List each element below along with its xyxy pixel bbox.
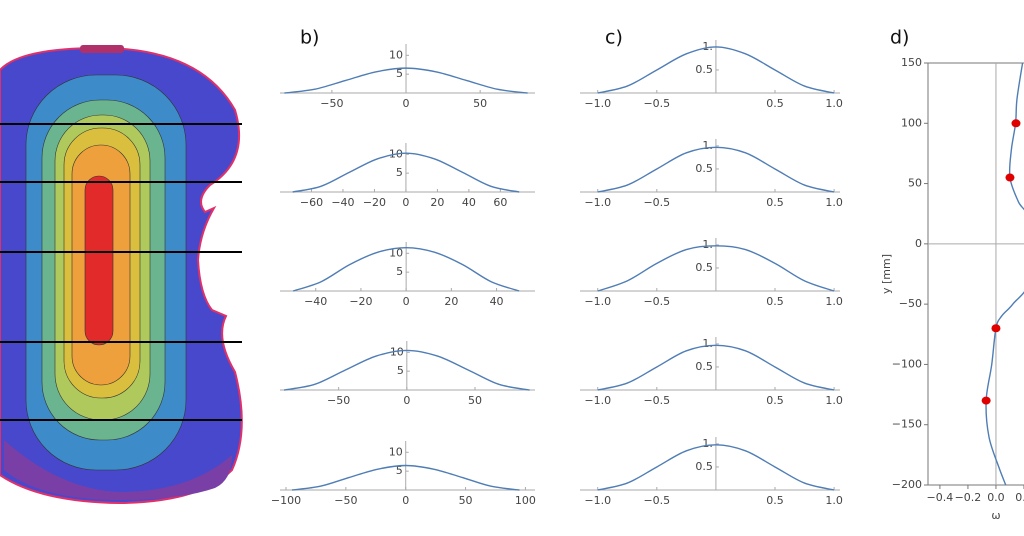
y-tick-label: −50 bbox=[899, 297, 922, 310]
curve bbox=[292, 152, 520, 193]
point bbox=[1011, 119, 1021, 128]
x-tick-label: −0.5 bbox=[643, 97, 670, 110]
x-tick-label: −40 bbox=[304, 295, 327, 308]
y-tick-label: 1. bbox=[702, 337, 713, 350]
y-tick-label: 0.5 bbox=[695, 162, 713, 175]
point bbox=[1005, 173, 1015, 182]
x-tick-label: −0.5 bbox=[643, 394, 670, 407]
x-tick-label: 20 bbox=[444, 295, 458, 308]
x-tick-label: −0.2 bbox=[955, 491, 982, 504]
panel-label: c) bbox=[605, 27, 623, 49]
y-tick-label: 50 bbox=[908, 177, 922, 190]
x-tick-label: 0 bbox=[402, 494, 409, 507]
x-tick-label: −1.0 bbox=[584, 394, 611, 407]
x-tick-label: 1.0 bbox=[825, 494, 843, 507]
x-tick-label: 40 bbox=[462, 196, 476, 209]
x-tick-label: 40 bbox=[490, 295, 504, 308]
panel-label: b) bbox=[300, 27, 319, 49]
curve bbox=[597, 245, 835, 292]
y-tick-label: 0.5 bbox=[695, 261, 713, 274]
x-tick-label: 100 bbox=[515, 494, 536, 507]
x-tick-label: −50 bbox=[327, 394, 350, 407]
violin-lower-region bbox=[4, 440, 232, 500]
y-tick-label: 0 bbox=[915, 237, 922, 250]
y-tick-label: 150 bbox=[901, 56, 922, 69]
x-tick-label: 60 bbox=[493, 196, 507, 209]
x-tick-label: 50 bbox=[468, 394, 482, 407]
x-tick-label: −50 bbox=[334, 494, 357, 507]
y-tick-label: 0.5 bbox=[695, 360, 713, 373]
x-tick-label: −1.0 bbox=[584, 97, 611, 110]
curve bbox=[292, 246, 520, 292]
y-tick-label: 1. bbox=[702, 40, 713, 53]
x-tick-label: 0.0 bbox=[987, 491, 1005, 504]
y-tick-label: 1. bbox=[702, 139, 713, 152]
x-tick-label: −40 bbox=[331, 196, 354, 209]
x-axis-label: ω bbox=[991, 509, 1000, 522]
x-tick-label: −1.0 bbox=[584, 295, 611, 308]
curve bbox=[291, 464, 520, 491]
curve bbox=[284, 67, 528, 94]
y-tick-label: 5 bbox=[397, 364, 404, 377]
x-tick-label: 0 bbox=[403, 295, 410, 308]
panel-label: d) bbox=[890, 27, 909, 49]
x-tick-label: 1.0 bbox=[825, 394, 843, 407]
x-tick-label: −1.0 bbox=[584, 494, 611, 507]
y-tick-label: 1. bbox=[702, 437, 713, 450]
y-tick-label: 5 bbox=[396, 265, 403, 278]
x-tick-label: 0 bbox=[403, 394, 410, 407]
y-tick-label: 0.5 bbox=[695, 63, 713, 76]
x-tick-label: 50 bbox=[473, 97, 487, 110]
x-tick-label: 0.5 bbox=[766, 196, 784, 209]
x-tick-label: −1.0 bbox=[584, 196, 611, 209]
curve bbox=[597, 444, 835, 491]
x-tick-label: 1.0 bbox=[825, 295, 843, 308]
x-tick-label: 0.5 bbox=[766, 295, 784, 308]
x-tick-label: 0 bbox=[403, 97, 410, 110]
x-tick-label: −0.5 bbox=[643, 494, 670, 507]
curve bbox=[597, 344, 835, 391]
curve bbox=[597, 46, 835, 94]
curve bbox=[597, 146, 835, 193]
x-tick-label: 50 bbox=[459, 494, 473, 507]
y-tick-label: 10 bbox=[389, 246, 403, 259]
curve bbox=[985, 62, 1024, 486]
y-tick-label: 5 bbox=[396, 464, 403, 477]
x-tick-label: −0.4 bbox=[927, 491, 954, 504]
x-tick-label: 0.5 bbox=[766, 394, 784, 407]
y-tick-label: −100 bbox=[892, 357, 922, 370]
x-tick-label: −100 bbox=[271, 494, 301, 507]
x-tick-label: 1.0 bbox=[825, 97, 843, 110]
x-tick-label: 20 bbox=[430, 196, 444, 209]
contour bbox=[84, 175, 114, 346]
y-tick-label: −200 bbox=[892, 478, 922, 491]
x-tick-label: 1.0 bbox=[825, 196, 843, 209]
point bbox=[981, 396, 991, 405]
x-tick-label: −0.5 bbox=[643, 196, 670, 209]
y-tick-label: 1. bbox=[702, 238, 713, 251]
y-tick-label: −150 bbox=[892, 418, 922, 431]
x-tick-label: 0.5 bbox=[766, 494, 784, 507]
x-tick-label: 0 bbox=[402, 196, 409, 209]
violin-neck bbox=[80, 45, 124, 53]
y-tick-label: 10 bbox=[389, 48, 403, 61]
y-tick-label: 10 bbox=[389, 445, 403, 458]
point bbox=[991, 324, 1001, 333]
x-tick-label: −20 bbox=[349, 295, 372, 308]
y-axis-label: y [mm] bbox=[880, 254, 893, 294]
y-tick-label: 0.5 bbox=[695, 460, 713, 473]
x-tick-label: −0.5 bbox=[643, 295, 670, 308]
x-tick-label: −50 bbox=[320, 97, 343, 110]
x-tick-label: 0.5 bbox=[766, 97, 784, 110]
curve bbox=[283, 349, 530, 391]
x-tick-label: 0.2 bbox=[1015, 491, 1024, 504]
y-tick-label: 5 bbox=[396, 67, 403, 80]
violin-contour bbox=[0, 45, 243, 505]
x-tick-label: −60 bbox=[300, 196, 323, 209]
y-tick-label: 100 bbox=[901, 116, 922, 129]
y-tick-label: 5 bbox=[396, 166, 403, 179]
x-tick-label: −20 bbox=[363, 196, 386, 209]
